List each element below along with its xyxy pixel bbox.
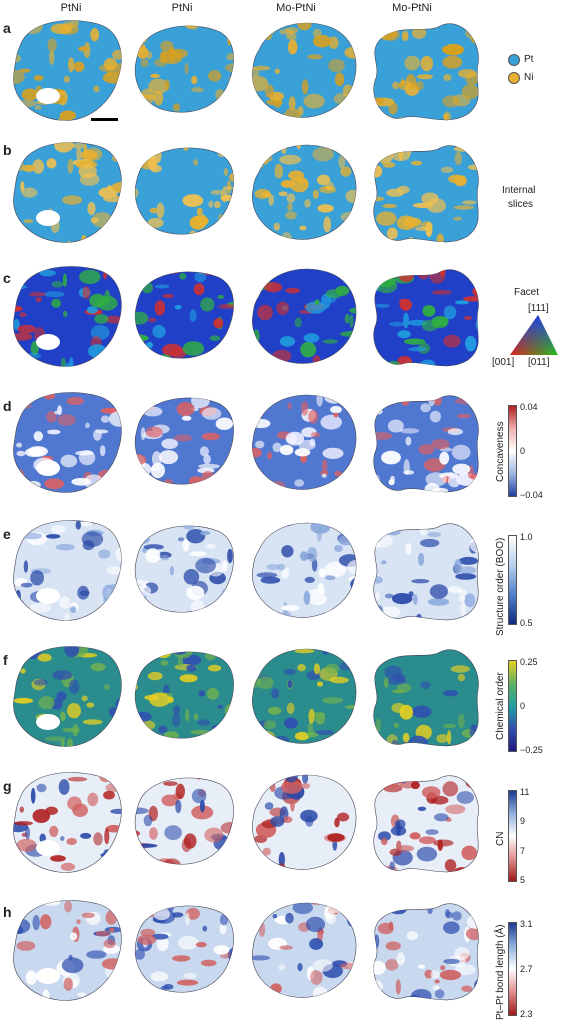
column-title-1: PtNi bbox=[60, 2, 82, 14]
column-title-2: PtNi bbox=[171, 2, 193, 14]
legend-slices-line1: Internal bbox=[502, 185, 536, 196]
particle-h-1 bbox=[13, 900, 122, 1001]
particle-b-1 bbox=[13, 142, 122, 243]
bond-tick-max: 3.1 bbox=[520, 919, 533, 929]
column-title-4: Mo-PtNi bbox=[392, 2, 432, 14]
particle-h-3 bbox=[252, 902, 357, 998]
legend-facet-title: Facet bbox=[514, 287, 540, 298]
facet-label-111: [111] bbox=[528, 303, 549, 314]
cn-label: CN bbox=[495, 831, 506, 846]
row-letter-c: c bbox=[3, 270, 11, 286]
concaveness-tick-min: −0.04 bbox=[520, 490, 543, 500]
concaveness-label: Concaveness bbox=[495, 421, 506, 482]
row-letter-f: f bbox=[3, 652, 8, 668]
bond-tick-mid: 2.7 bbox=[520, 964, 533, 974]
particle-b-4 bbox=[373, 145, 479, 243]
concaveness-tick-mid: 0 bbox=[520, 446, 526, 456]
row-letter-b: b bbox=[3, 142, 12, 158]
legend-ni-dot bbox=[508, 72, 520, 84]
concaveness-colorbar bbox=[508, 405, 517, 497]
bond-tick-min: 2.3 bbox=[520, 1009, 533, 1019]
row-letter-g: g bbox=[3, 778, 12, 794]
particle-g-2 bbox=[134, 777, 234, 865]
scale-bar bbox=[91, 118, 118, 121]
particle-d-4 bbox=[373, 395, 479, 493]
particle-h-4 bbox=[373, 903, 479, 1001]
row-letter-e: e bbox=[3, 526, 11, 542]
bond-length-colorbar bbox=[508, 922, 517, 1016]
cn-tick-5: 5 bbox=[520, 875, 526, 885]
particle-g-3 bbox=[252, 774, 357, 870]
particle-c-1 bbox=[13, 266, 122, 367]
particle-b-2 bbox=[134, 147, 234, 235]
facet-label-011: [011] bbox=[528, 357, 550, 368]
row-letter-a: a bbox=[3, 20, 11, 36]
legend-pt-dot bbox=[508, 54, 520, 66]
facet-label-001: [001] bbox=[492, 357, 515, 368]
row-letter-h: h bbox=[3, 904, 12, 920]
cn-colorbar bbox=[508, 790, 517, 882]
chem-tick-max: 0.25 bbox=[520, 657, 538, 667]
concaveness-tick-max: 0.04 bbox=[520, 402, 538, 412]
particle-a-2 bbox=[134, 25, 234, 113]
particle-c-2 bbox=[134, 271, 234, 359]
particle-g-4 bbox=[373, 775, 479, 873]
particle-f-1 bbox=[13, 646, 122, 747]
particle-e-2 bbox=[134, 525, 234, 613]
boo-colorbar bbox=[508, 535, 517, 625]
particle-c-3 bbox=[252, 268, 357, 364]
boo-tick-min: 0.5 bbox=[520, 618, 533, 628]
particle-f-4 bbox=[373, 649, 479, 747]
boo-label: Structure order (BOO) bbox=[495, 537, 506, 636]
particle-a-4 bbox=[373, 23, 479, 121]
row-letter-d: d bbox=[3, 398, 12, 414]
legend-pt-label: Pt bbox=[524, 54, 534, 65]
particle-f-2 bbox=[134, 651, 234, 739]
particle-e-3 bbox=[252, 522, 357, 618]
particle-d-1 bbox=[13, 392, 122, 493]
legend-slices-line2: slices bbox=[508, 199, 534, 210]
particle-a-3 bbox=[252, 22, 357, 118]
cn-tick-7: 7 bbox=[520, 846, 526, 856]
particle-d-2 bbox=[134, 397, 234, 485]
particle-g-1 bbox=[13, 772, 122, 873]
particle-d-3 bbox=[252, 394, 357, 490]
boo-tick-max: 1.0 bbox=[520, 532, 533, 542]
particle-e-1 bbox=[13, 520, 122, 621]
column-title-3: Mo-PtNi bbox=[276, 2, 316, 14]
chem-tick-min: −0.25 bbox=[520, 745, 543, 755]
cn-tick-9: 9 bbox=[520, 816, 526, 826]
bond-length-label: Pt–Pt bond length (Å) bbox=[495, 924, 506, 1020]
chemical-order-label: Chemical order bbox=[495, 672, 506, 740]
particle-f-3 bbox=[252, 648, 357, 744]
particle-b-3 bbox=[252, 144, 357, 240]
chemical-order-colorbar bbox=[508, 660, 517, 752]
particle-h-2 bbox=[134, 905, 234, 993]
particle-e-4 bbox=[373, 523, 479, 621]
cn-tick-11: 11 bbox=[520, 787, 530, 797]
legend-ni-label: Ni bbox=[524, 72, 534, 83]
particle-c-4 bbox=[373, 269, 479, 367]
facet-triangle bbox=[510, 315, 558, 355]
particle-a-1 bbox=[13, 20, 122, 121]
chem-tick-mid: 0 bbox=[520, 701, 526, 711]
